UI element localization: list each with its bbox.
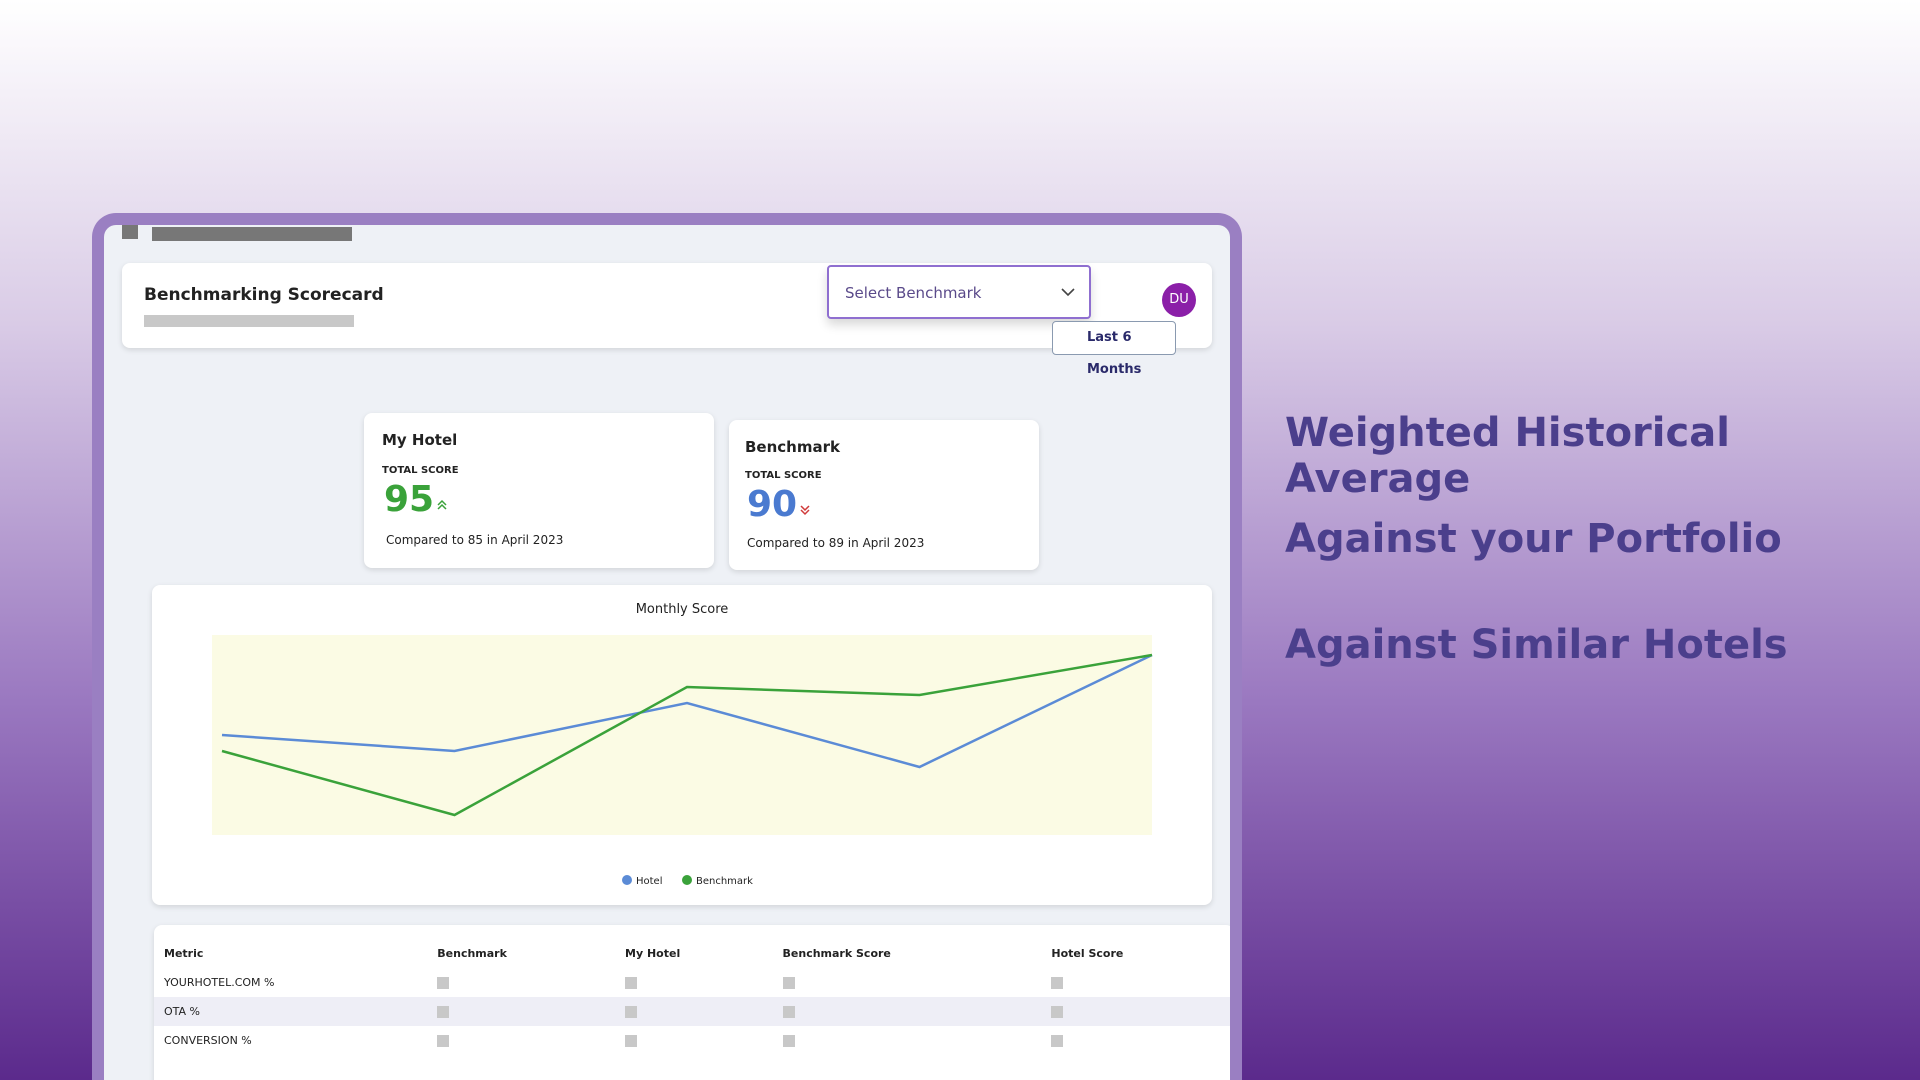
score: 90	[747, 484, 798, 525]
nav-placeholder	[152, 227, 352, 241]
tagline: Weighted Historical Average	[1285, 410, 1730, 502]
comparison: Compared to 89 in April 2023	[747, 536, 925, 550]
page-title: Benchmarking Scorecard	[144, 285, 384, 305]
chart-title: Monthly Score	[636, 602, 729, 617]
subtitle-placeholder	[144, 315, 354, 327]
cell-placeholder	[1051, 1034, 1064, 1047]
card-title: Benchmark	[745, 438, 840, 456]
card-label: TOTAL SCORE	[745, 470, 822, 481]
cell	[1041, 968, 1230, 997]
cell-placeholder	[625, 976, 638, 989]
tagline: Against Similar Hotels	[1285, 622, 1788, 668]
legend-label: Hotel	[636, 876, 663, 887]
cell	[773, 968, 1042, 997]
cell	[427, 1026, 615, 1055]
cell	[615, 997, 772, 1026]
cell	[773, 997, 1042, 1026]
column-header: My Hotel	[625, 947, 681, 960]
score: 95	[384, 479, 435, 520]
down-icon	[800, 505, 810, 516]
benchmark-dropdown[interactable]: Select Benchmark	[827, 265, 1091, 319]
column-header: Hotel Score	[1051, 947, 1124, 960]
cell	[1041, 997, 1230, 1026]
line-chart: Monthly Score Hotel Benchmark	[212, 602, 1153, 887]
date-range-label: Last 6 Months	[1087, 330, 1142, 377]
cell-placeholder	[782, 1005, 795, 1018]
series-line	[221, 653, 1153, 817]
dropdown-label: Select Benchmark	[845, 284, 982, 302]
hotel-card: My Hotel TOTAL SCORE 95 Compared to 85 i…	[364, 413, 714, 568]
metric-name: YOURHOTEL.COM %	[164, 976, 275, 989]
cell-placeholder	[437, 1005, 450, 1018]
column-header: Metric	[164, 947, 204, 960]
metric-name: CONVERSION %	[164, 1034, 252, 1047]
cell-placeholder	[625, 1005, 638, 1018]
card-label: TOTAL SCORE	[382, 465, 459, 476]
card-title: My Hotel	[382, 431, 458, 449]
chevron-icon	[1061, 288, 1075, 297]
cell-placeholder	[1051, 976, 1064, 989]
metrics-table: Metric Benchmark My Hotel Benchmark Score Ho…	[154, 939, 1230, 1055]
logo-placeholder	[122, 225, 138, 239]
cell	[427, 968, 615, 997]
legend-label: Benchmark	[696, 876, 753, 887]
date-range-button[interactable]: Last 6 Months	[1052, 321, 1176, 377]
header-card: Benchmarking Scorecard Select Benchmark …	[122, 263, 1212, 377]
avatar[interactable]: DU	[1162, 283, 1196, 317]
cell-placeholder	[437, 976, 450, 989]
chart-band	[212, 635, 1152, 835]
cell-placeholder	[782, 1034, 795, 1047]
up-icon	[437, 499, 447, 510]
table-row: OTA %	[154, 997, 1230, 1026]
column-header: Benchmark	[437, 947, 507, 960]
cell	[615, 968, 772, 997]
chart-card: Monthly Score Hotel Benchmark	[152, 585, 1212, 905]
cell-placeholder	[625, 1034, 638, 1047]
metric-name: OTA %	[164, 1005, 200, 1018]
legend-swatch	[622, 875, 632, 885]
metrics-table-card: Metric Benchmark My Hotel Benchmark Score Ho…	[154, 925, 1230, 1080]
cell	[1041, 1026, 1230, 1055]
cell	[427, 997, 615, 1026]
table-row: YOURHOTEL.COM %	[154, 968, 1230, 997]
app-window: Benchmarking Scorecard Select Benchmark …	[92, 213, 1242, 1080]
cell-placeholder	[782, 976, 795, 989]
comparison: Compared to 85 in April 2023	[386, 533, 564, 547]
tagline: Against your Portfolio	[1285, 516, 1782, 562]
cell	[773, 1026, 1042, 1055]
cell-placeholder	[1051, 1005, 1064, 1018]
header-row: Metric Benchmark My Hotel Benchmark Score Ho…	[154, 939, 1230, 968]
cell	[615, 1026, 772, 1055]
table-row: CONVERSION %	[154, 1026, 1230, 1055]
column-header: Benchmark Score	[782, 947, 891, 960]
benchmark-card: Benchmark TOTAL SCORE 90 Compared to 89 …	[729, 420, 1039, 570]
series-line	[221, 653, 1153, 769]
cell-placeholder	[437, 1034, 450, 1047]
legend-swatch	[682, 875, 692, 885]
